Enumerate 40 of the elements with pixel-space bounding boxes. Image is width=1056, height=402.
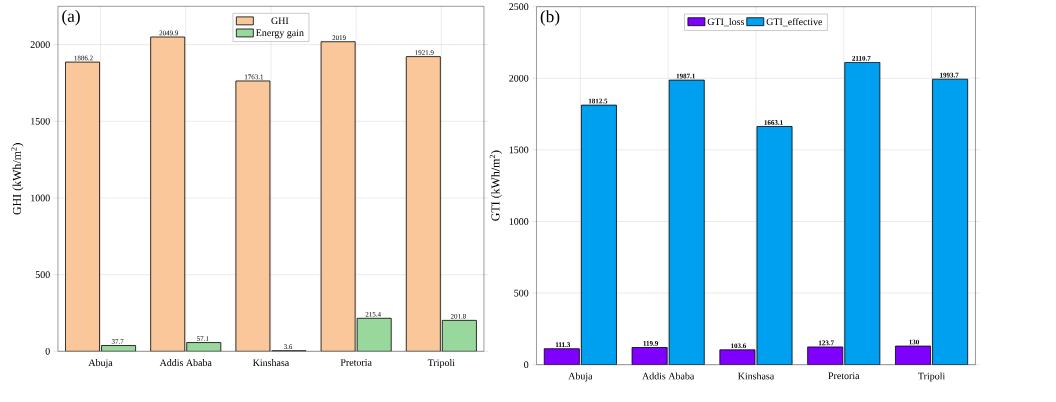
legend-label: GHI <box>271 17 289 25</box>
legend-label: Energy gain <box>256 29 304 39</box>
y-tick-label: 2500 <box>509 3 529 11</box>
y-tick-label: 0 <box>524 361 529 369</box>
y-tick-label: 1500 <box>509 146 529 154</box>
y-tick-label: 1500 <box>31 117 50 125</box>
x-tick-label: Tripoli <box>918 372 946 382</box>
bar <box>669 80 705 365</box>
bar <box>756 126 793 365</box>
y-axis-title: GHI (kWh/m$^{2}$) <box>11 143 24 215</box>
y-axis-title: GTI (kWh/m$^{2}$) <box>489 150 502 221</box>
bar <box>632 347 668 365</box>
bar <box>719 349 755 365</box>
bar <box>65 61 100 352</box>
y-tick-label: 2000 <box>509 74 529 82</box>
y-tick-label: 500 <box>514 289 529 297</box>
x-tick-label: Pretoria <box>828 372 860 380</box>
legend-label: GTI_effective <box>766 18 823 27</box>
bar <box>844 62 880 365</box>
y-tick-label: 500 <box>35 271 50 279</box>
x-tick-label: Addis Ababa <box>642 372 695 380</box>
x-tick-label: Tripoli <box>427 359 455 369</box>
x-tick-label: Addis Ababa <box>159 359 212 367</box>
bar <box>581 105 617 365</box>
bar <box>544 348 580 365</box>
bar <box>932 78 969 365</box>
x-tick-label: Kinshasa <box>252 359 290 367</box>
x-tick-label: Abuja <box>568 372 593 382</box>
y-tick-label: 1000 <box>31 194 50 202</box>
y-tick-label: 2000 <box>30 41 50 49</box>
x-tick-label: Abuja <box>88 359 113 369</box>
x-tick-label: Pretoria <box>340 359 372 366</box>
legend-label: GTI_loss <box>707 18 745 27</box>
bar <box>441 320 477 352</box>
bar <box>356 317 392 352</box>
y-tick-label: 1000 <box>509 218 529 225</box>
annotation: (a) <box>62 9 80 26</box>
y-tick-label: 0 <box>45 347 50 355</box>
annotation: (b) <box>540 10 560 26</box>
x-tick-label: Kinshasa <box>737 372 775 380</box>
